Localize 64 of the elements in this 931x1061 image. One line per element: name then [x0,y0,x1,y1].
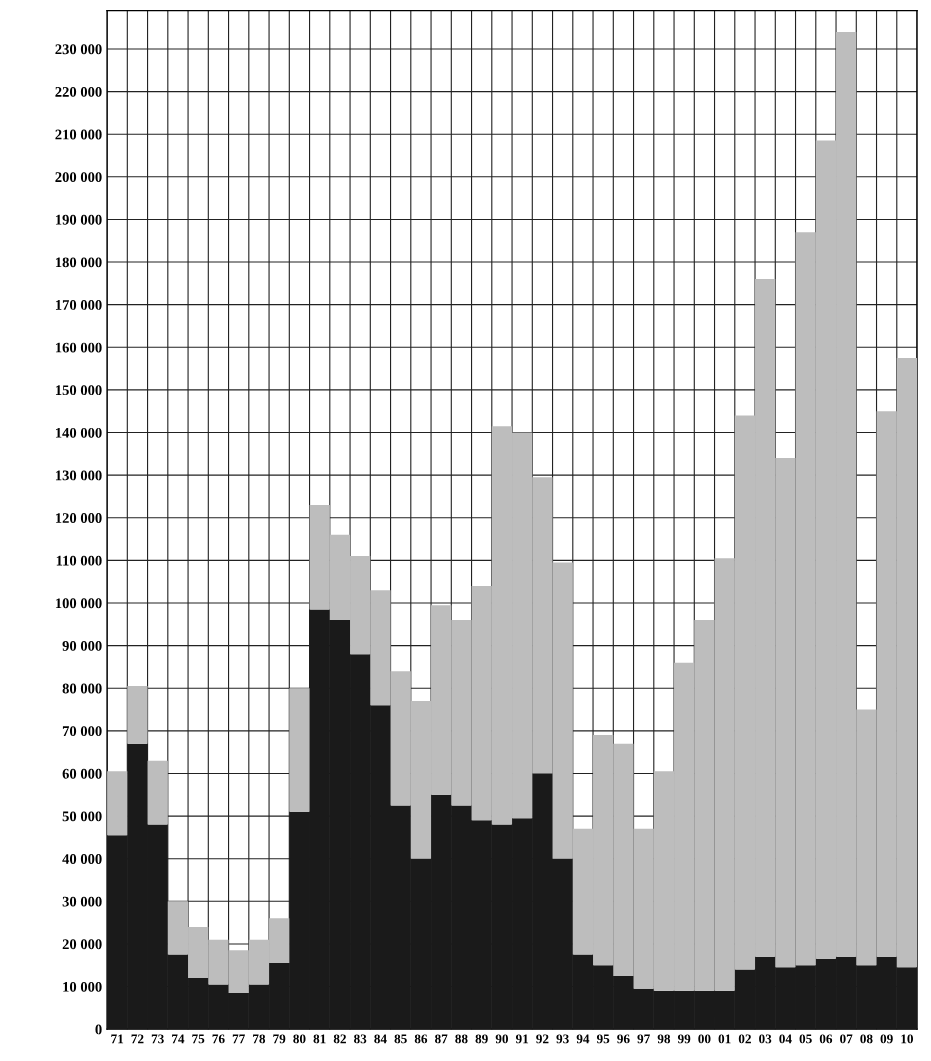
x-tick-label: 88 [455,1034,468,1044]
y-tick-label: 10 000 [63,981,102,992]
y-tick-label: 140 000 [55,427,102,438]
x-tick-label: 03 [759,1034,772,1044]
x-tick-label: 72 [131,1034,144,1044]
y-tick-label: 220 000 [55,86,102,97]
y-tick-label: 160 000 [55,342,102,353]
y-tick-label: 230 000 [55,44,102,55]
x-tick-label: 96 [617,1034,630,1044]
x-tick-label: 08 [860,1034,873,1044]
x-tick-label: 87 [435,1034,448,1044]
y-tick-label: 180 000 [55,257,102,268]
y-tick-label: 0 [95,1024,102,1035]
x-tick-label: 98 [657,1034,671,1044]
x-tick-label: 74 [172,1034,185,1044]
y-tick-label: 70 000 [62,726,102,737]
x-tick-label: 83 [354,1034,367,1044]
y-tick-label: 130 000 [55,470,102,481]
x-tick-label: 09 [880,1034,893,1044]
y-tick-label: 20 000 [62,939,102,950]
y-tick-label: 150 000 [55,385,102,396]
x-tick-label: 85 [394,1034,407,1044]
y-tick-label: 110 000 [56,555,102,566]
y-tick-label: 170 000 [55,300,102,310]
y-tick-label: 200 000 [55,172,102,183]
x-tick-label: 86 [414,1034,428,1044]
x-tick-label: 95 [596,1034,610,1044]
x-tick-label: 81 [313,1034,326,1044]
y-tick-label: 60 000 [62,768,102,779]
x-tick-label: 82 [333,1034,346,1044]
x-tick-label: 10 [901,1034,913,1044]
y-tick-label: 40 000 [62,854,102,864]
x-tick-label: 99 [677,1034,691,1044]
x-tick-label: 93 [556,1034,569,1044]
x-tick-label: 80 [293,1034,306,1044]
y-tick-label: 90 000 [62,640,102,651]
x-tick-label: 77 [232,1034,245,1044]
x-tick-label: 79 [273,1034,286,1044]
x-tick-label: 71 [111,1034,124,1044]
x-tick-label: 06 [819,1034,833,1044]
y-tick-label: 80 000 [62,683,102,694]
x-tick-label: 01 [718,1034,731,1044]
y-tick-label: 100 000 [55,598,102,609]
x-tick-label: 84 [374,1034,387,1044]
x-tick-label: 04 [779,1034,792,1044]
x-tick-label: 75 [192,1034,205,1044]
x-tick-label: 78 [253,1034,266,1044]
x-tick-label: 90 [495,1034,509,1044]
x-tick-label: 02 [738,1034,751,1044]
x-tick-label: 97 [637,1034,650,1044]
x-tick-label: 73 [151,1034,164,1044]
x-tick-label: 94 [576,1034,590,1044]
x-tick-label: 92 [536,1034,549,1044]
x-tick-label: 89 [475,1034,488,1044]
y-tick-label: 50 000 [62,811,102,822]
y-tick-label: 190 000 [55,214,102,225]
y-tick-label: 210 000 [55,129,102,140]
x-tick-label: 00 [698,1034,711,1044]
y-tick-label: 120 000 [55,513,102,523]
y-tick-label: 30 000 [62,896,102,907]
x-tick-label: 05 [799,1034,812,1044]
x-tick-label: 07 [840,1034,853,1044]
x-tick-label: 76 [212,1034,225,1044]
x-tick-label: 91 [515,1034,529,1044]
